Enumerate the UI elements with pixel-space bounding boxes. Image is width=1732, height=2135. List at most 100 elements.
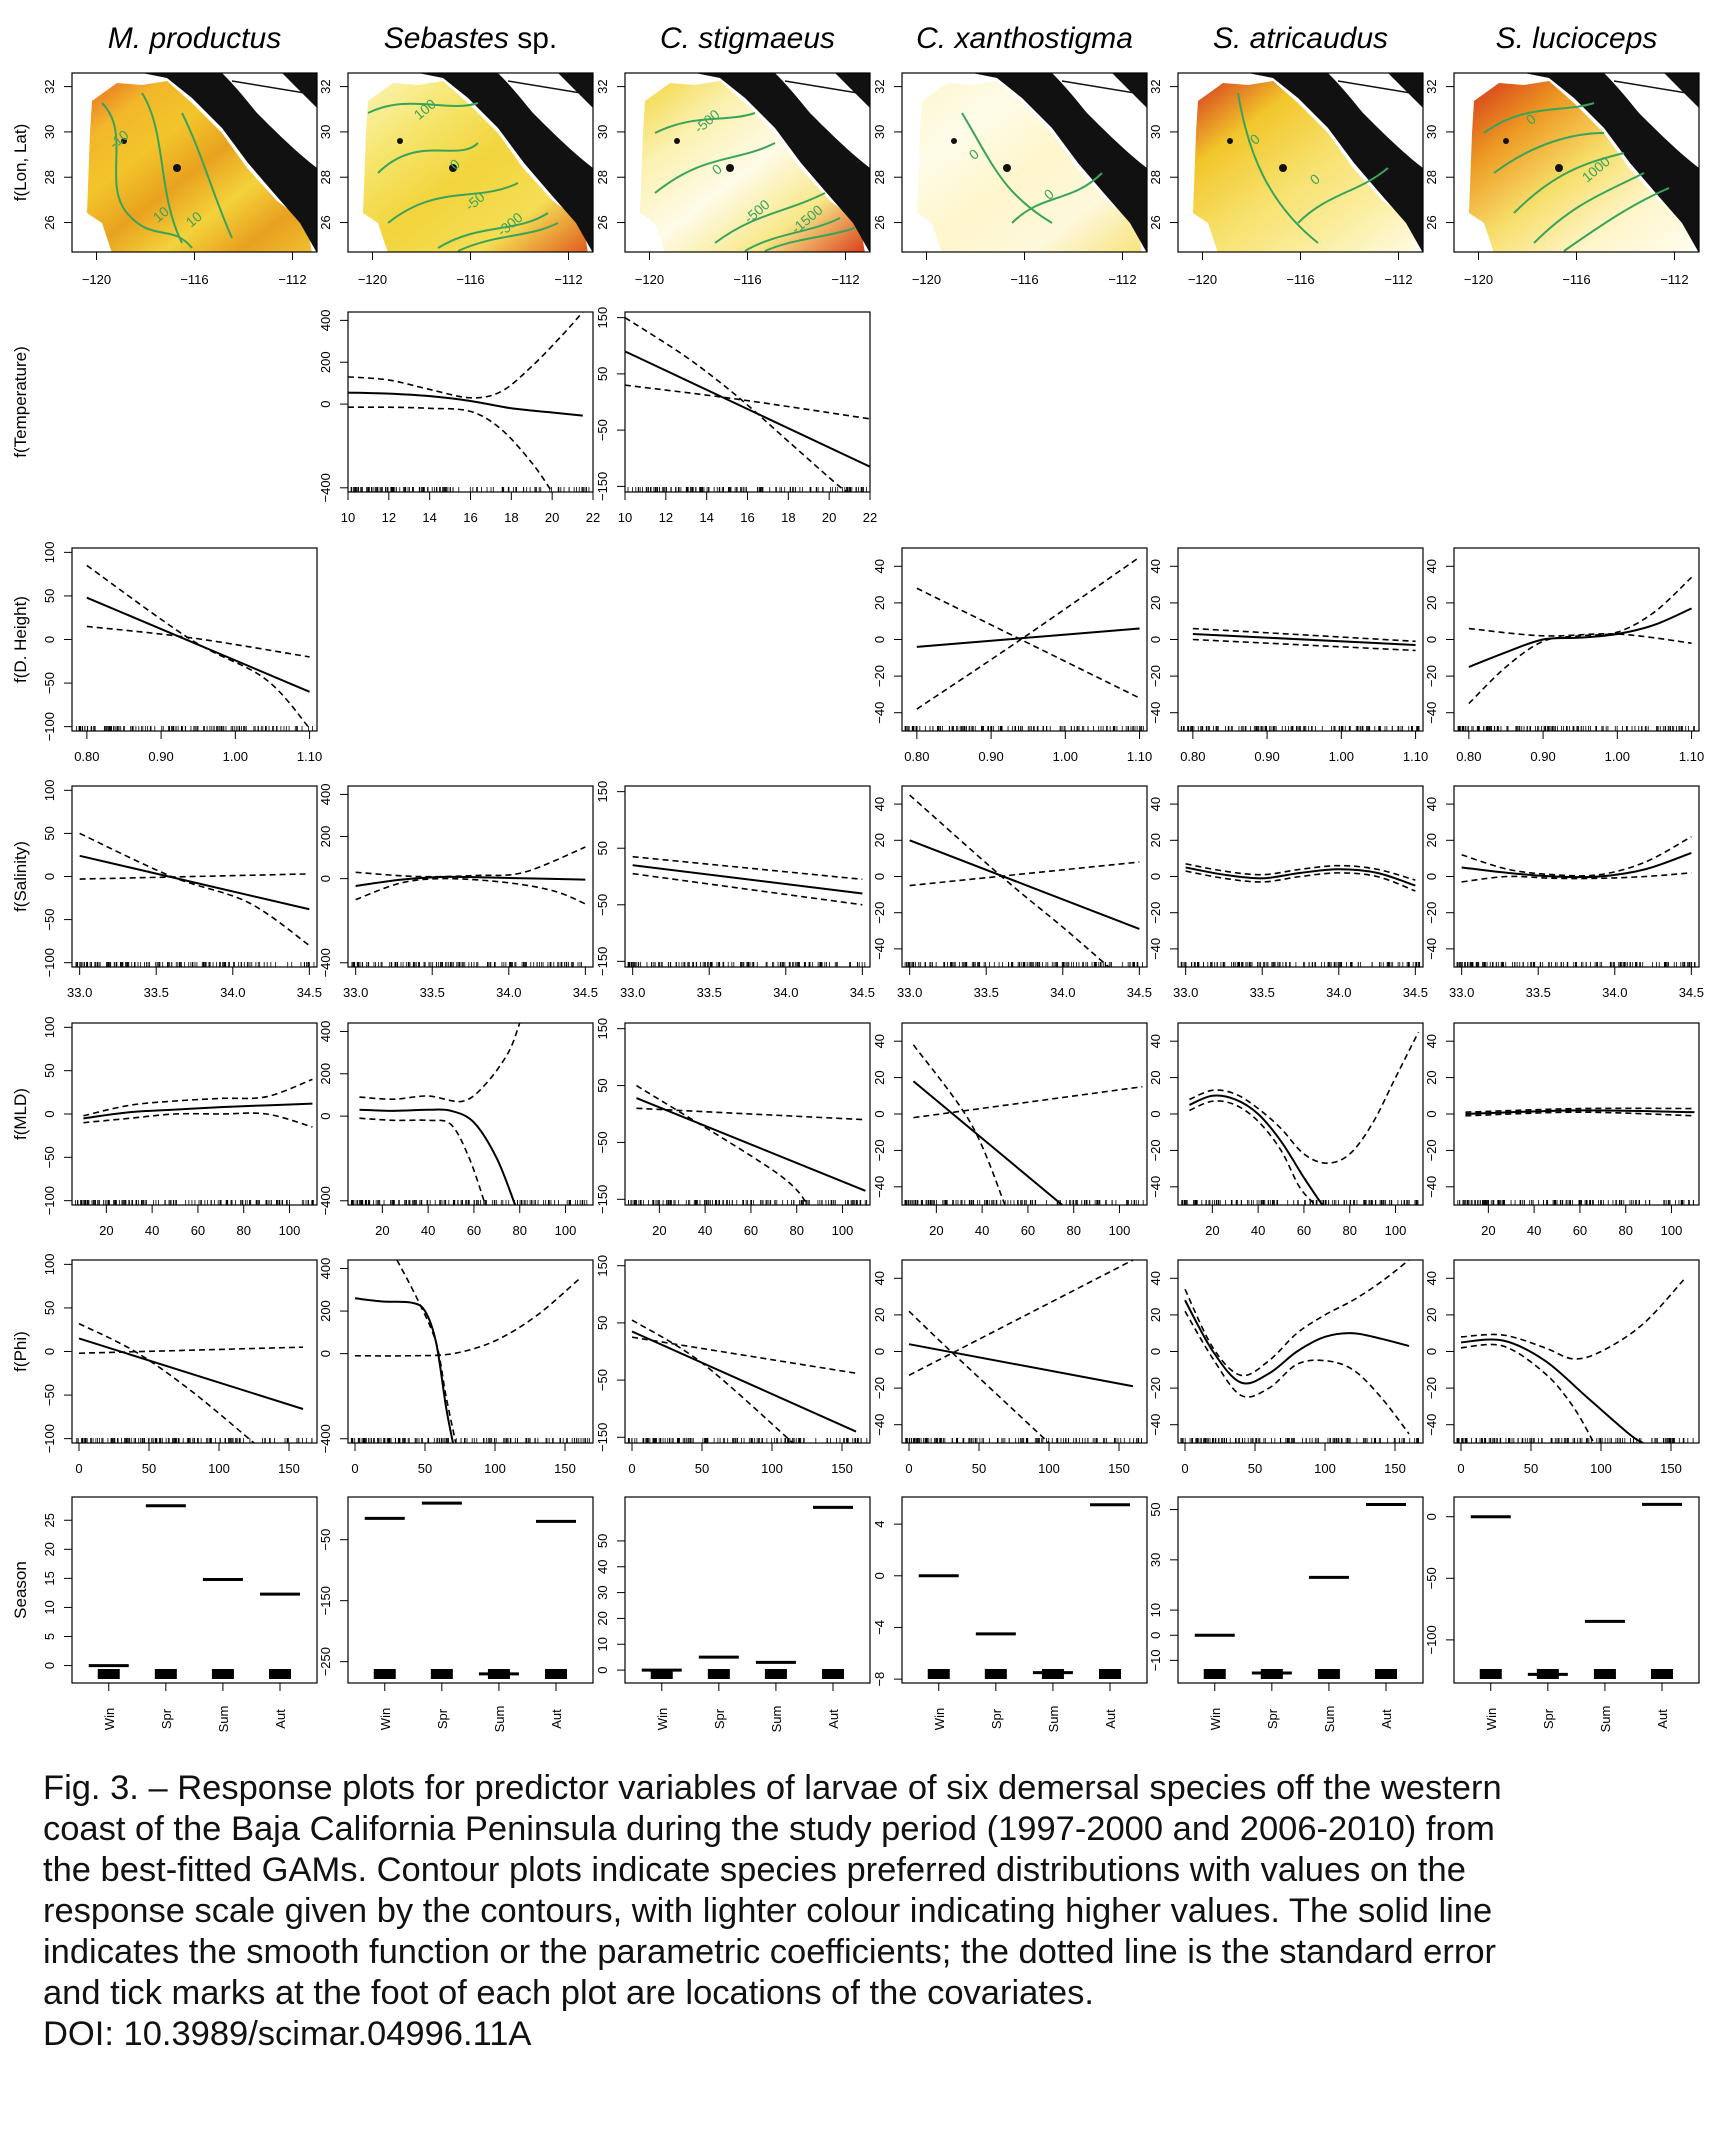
y-tick-label: −50	[595, 1369, 610, 1391]
x-tick-label: 80	[789, 1223, 803, 1238]
se-upper-line	[1184, 1260, 1410, 1377]
season-rug-block	[1536, 1669, 1559, 1679]
panel-plot-area	[905, 1260, 1142, 1443]
y-tick-label: 40	[872, 559, 887, 573]
se-lower-line	[1465, 1111, 1695, 1117]
response-panel: 0 50 100 150 −40 −20 0 20 40	[872, 1259, 1148, 1476]
x-tick-label: 33.5	[420, 985, 445, 1000]
map-inner: 00	[1193, 73, 1423, 252]
y-tick-label: 40	[872, 1034, 887, 1048]
response-panel: 10 12 14 16 18 20 22 −150 −50 50 150	[595, 307, 877, 525]
row-label: f(MLD)	[11, 1088, 30, 1140]
x-tick-label: −120	[358, 272, 387, 287]
se-upper-line	[1461, 835, 1692, 877]
y-tick-label: 40	[1424, 559, 1439, 573]
season-category-label: Sum	[492, 1706, 507, 1733]
x-tick-label: 50	[1248, 1461, 1262, 1476]
y-tick-label: 0	[318, 1112, 333, 1119]
y-tick-label: −100	[42, 948, 57, 977]
se-upper-line	[909, 794, 1110, 967]
x-tick-label: 100	[1385, 1223, 1407, 1238]
season-panel: Win Spr Sum Aut −10 0 10 30 50	[1148, 1496, 1424, 1732]
x-tick-label: 34.5	[297, 985, 322, 1000]
y-tick-label: −20	[1424, 1377, 1439, 1399]
y-tick-label: −50	[595, 419, 610, 441]
se-upper-line	[1468, 576, 1693, 705]
y-tick-label: −40	[872, 938, 887, 960]
contour-line	[1483, 102, 1595, 134]
se-upper-line	[1185, 863, 1416, 881]
island	[726, 164, 734, 172]
x-tick-label: 1.00	[223, 749, 248, 764]
y-tick-label: −100	[42, 1424, 57, 1453]
y-tick-label: −20	[872, 902, 887, 924]
se-lower-line	[79, 873, 310, 880]
species-title: C. stigmaeus	[660, 22, 835, 55]
x-tick-label: 33.0	[1449, 985, 1474, 1000]
panel-frame	[71, 547, 318, 732]
x-tick-label: 100	[208, 1461, 230, 1476]
panel-frame	[347, 1496, 594, 1684]
x-tick-label: 12	[659, 510, 673, 525]
x-tick-label: 100	[761, 1461, 783, 1476]
island	[121, 138, 127, 144]
x-tick-label: 1.10	[1403, 749, 1428, 764]
y-tick-label: −400	[318, 1186, 333, 1215]
y-tick-label: −100	[42, 712, 57, 741]
island	[951, 138, 957, 144]
border-line	[507, 80, 593, 96]
panel-plot-area	[350, 1023, 588, 1205]
smooth-fit-line	[908, 1343, 1134, 1388]
season-category-label: Win	[655, 1708, 670, 1730]
x-tick-label: 34.5	[1403, 985, 1428, 1000]
x-tick-label: 150	[1384, 1461, 1406, 1476]
y-tick-label: −40	[1148, 702, 1163, 724]
smooth-fit-line	[631, 1330, 857, 1433]
y-tick-label: 40	[1148, 797, 1163, 811]
x-tick-label: −116	[180, 272, 208, 287]
y-tick-label: 0	[872, 1348, 887, 1355]
y-tick-label: 26	[595, 215, 610, 229]
panel-plot-area	[1180, 863, 1421, 967]
x-tick-label: 0	[628, 1461, 635, 1476]
y-tick-label: −20	[1424, 1139, 1439, 1161]
season-panel: Win Spr Sum Aut −100 −50 0	[1424, 1496, 1700, 1732]
y-tick-label: 32	[595, 79, 610, 93]
se-upper-line	[1465, 1107, 1695, 1113]
season-rug-block	[822, 1669, 845, 1679]
y-tick-label: −20	[1424, 665, 1439, 687]
x-tick-label: 150	[554, 1461, 576, 1476]
x-tick-label: −112	[554, 272, 582, 287]
y-tick-label: −400	[318, 948, 333, 977]
smooth-fit-line	[354, 1297, 454, 1443]
y-tick-label: 0	[318, 1350, 333, 1357]
se-upper-line	[348, 312, 584, 399]
y-tick-label: 100	[42, 1254, 57, 1276]
x-tick-label: 33.0	[1173, 985, 1198, 1000]
x-tick-label: −120	[1188, 272, 1217, 287]
y-tick-label: −20	[872, 1377, 887, 1399]
response-panel: 10 12 14 16 18 20 22 −400 0 200 400	[318, 310, 600, 525]
y-tick-label: 32	[1424, 79, 1439, 93]
row-label: f(Phi)	[11, 1331, 30, 1372]
smooth-fit-line	[636, 1097, 866, 1192]
y-tick-label: 0	[872, 636, 887, 643]
y-tick-label: 0	[1148, 1348, 1163, 1355]
panel-frame	[1177, 1496, 1424, 1684]
y-tick-label: 30	[1148, 1553, 1163, 1567]
contour-line	[387, 182, 519, 224]
x-tick-label: 150	[1660, 1461, 1682, 1476]
smooth-fit-line	[632, 864, 863, 895]
se-lower-line	[1184, 1310, 1410, 1435]
panel-frame	[901, 1259, 1148, 1444]
se-lower-line	[83, 1112, 313, 1128]
x-tick-label: −116	[1286, 272, 1314, 287]
y-tick-label: 28	[42, 170, 57, 184]
panel-frame	[901, 785, 1148, 968]
y-tick-label: 150	[595, 781, 610, 803]
species-title-suffix: sp.	[509, 22, 557, 55]
y-tick-label: −150	[595, 1423, 610, 1452]
caption-line: indicates the smooth function or the par…	[43, 1933, 1496, 1971]
x-tick-label: 150	[1108, 1461, 1130, 1476]
